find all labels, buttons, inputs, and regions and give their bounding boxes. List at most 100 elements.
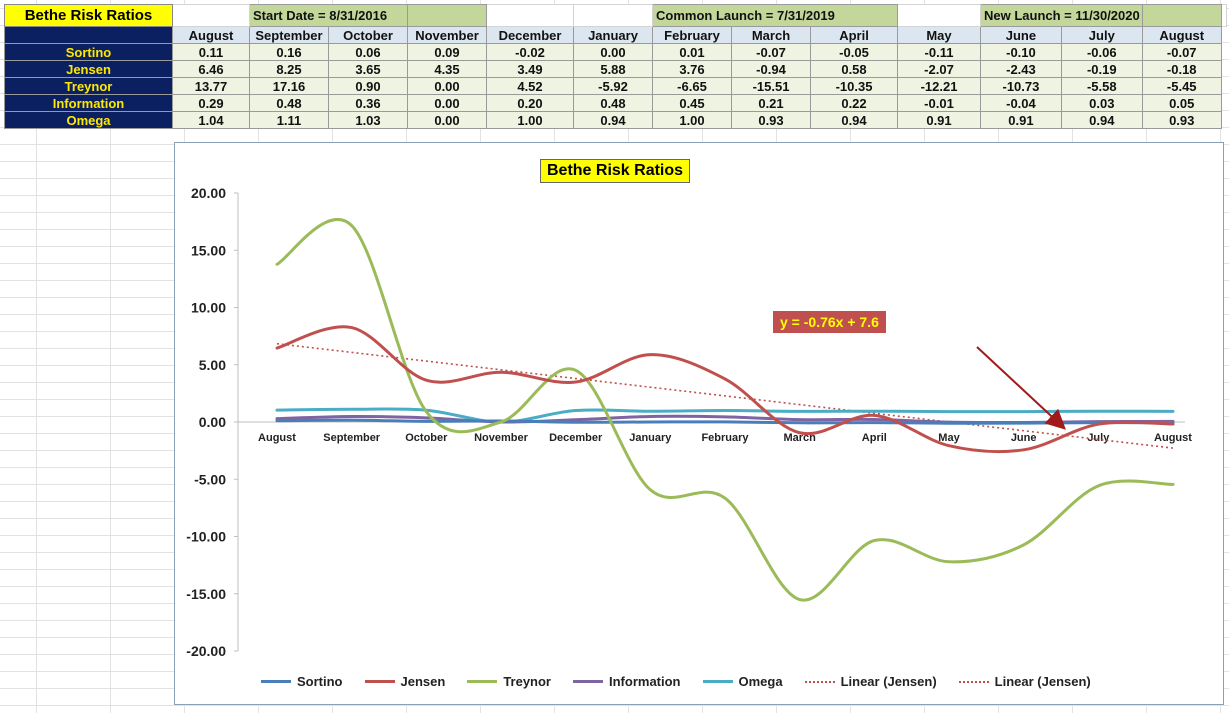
value-cell[interactable]: 0.05 [1141,94,1222,112]
common-launch-cell[interactable]: Common Launch = 7/31/2019 [652,4,898,27]
value-cell[interactable]: -5.45 [1141,77,1222,95]
value-cell[interactable]: 3.65 [328,60,408,78]
legend-item[interactable]: Omega [702,674,783,689]
value-cell[interactable]: -10.73 [980,77,1062,95]
value-cell[interactable]: -15.51 [731,77,811,95]
value-cell[interactable]: -5.92 [573,77,653,95]
value-cell[interactable]: 1.11 [249,111,329,129]
sheet-title[interactable]: Bethe Risk Ratios [4,4,173,27]
value-cell[interactable]: 0.48 [573,94,653,112]
legend-item[interactable]: Information [573,674,681,689]
legend-item[interactable]: Jensen [364,674,445,689]
blank-cell[interactable] [573,4,653,27]
value-cell[interactable]: -0.06 [1060,43,1143,61]
legend-item[interactable]: Treynor [467,674,551,689]
blank-cell[interactable] [486,4,574,27]
value-cell[interactable]: 0.09 [407,43,487,61]
value-cell[interactable]: 0.00 [407,94,487,112]
month-header-9[interactable]: May [897,26,981,44]
month-header-0[interactable]: August [172,26,250,44]
month-header-5[interactable]: January [573,26,653,44]
blank-cell[interactable] [1220,4,1227,27]
value-cell[interactable]: -0.11 [897,43,981,61]
value-cell[interactable]: -10.35 [810,77,898,95]
value-cell[interactable]: 0.36 [328,94,408,112]
value-cell[interactable]: -2.07 [897,60,981,78]
month-header-10[interactable]: June [980,26,1062,44]
row-label-jensen[interactable]: Jensen [4,60,173,78]
value-cell[interactable]: 0.00 [573,43,653,61]
month-header-8[interactable]: April [810,26,898,44]
value-cell[interactable]: 0.58 [810,60,898,78]
value-cell[interactable]: -0.07 [1141,43,1222,61]
value-cell[interactable]: -0.18 [1141,60,1222,78]
value-cell[interactable]: 0.00 [407,77,487,95]
value-cell[interactable]: 0.21 [731,94,811,112]
value-cell[interactable]: 0.93 [1141,111,1222,129]
value-cell[interactable]: 5.88 [573,60,653,78]
value-cell[interactable]: 0.91 [980,111,1062,129]
month-header-11[interactable]: July [1060,26,1143,44]
value-cell[interactable]: 1.03 [328,111,408,129]
value-cell[interactable]: 4.35 [407,60,487,78]
value-cell[interactable]: 0.01 [652,43,732,61]
blank-cell[interactable] [897,4,981,27]
value-cell[interactable]: 1.00 [486,111,574,129]
month-header-2[interactable]: October [328,26,408,44]
value-cell[interactable]: 8.25 [249,60,329,78]
legend-item[interactable]: Linear (Jensen) [804,674,937,689]
value-cell[interactable]: -0.10 [980,43,1062,61]
value-cell[interactable]: -6.65 [652,77,732,95]
month-header-1[interactable]: September [249,26,329,44]
value-cell[interactable]: 0.20 [486,94,574,112]
row-label-sortino[interactable]: Sortino [4,43,173,61]
value-cell[interactable]: -0.07 [731,43,811,61]
value-cell[interactable]: 0.03 [1060,94,1143,112]
value-cell[interactable]: -0.19 [1060,60,1143,78]
month-header-7[interactable]: March [731,26,811,44]
month-header-3[interactable]: November [407,26,487,44]
value-cell[interactable]: 4.52 [486,77,574,95]
value-cell[interactable]: -0.05 [810,43,898,61]
value-cell[interactable]: -2.43 [980,60,1062,78]
value-cell[interactable]: 0.48 [249,94,329,112]
value-cell[interactable]: -0.94 [731,60,811,78]
month-header-6[interactable]: February [652,26,732,44]
value-cell[interactable]: 0.00 [407,111,487,129]
value-cell[interactable]: 1.04 [172,111,250,129]
value-cell[interactable]: 13.77 [172,77,250,95]
value-cell[interactable]: 0.22 [810,94,898,112]
start-date-cell[interactable]: Start Date = 8/31/2016 [249,4,408,27]
corner-cell[interactable] [4,26,173,44]
legend-item[interactable]: Linear (Jensen) [958,674,1091,689]
month-header-4[interactable]: December [486,26,574,44]
row-label-omega[interactable]: Omega [4,111,173,129]
legend-item[interactable]: Sortino [261,674,343,689]
value-cell[interactable]: 0.06 [328,43,408,61]
start-date-fill-cell[interactable] [407,4,487,27]
value-cell[interactable]: 0.91 [897,111,981,129]
value-cell[interactable]: -0.01 [897,94,981,112]
value-cell[interactable]: 3.76 [652,60,732,78]
month-header-12[interactable]: August [1141,26,1222,44]
value-cell[interactable]: -0.04 [980,94,1062,112]
value-cell[interactable]: 0.94 [573,111,653,129]
row-label-information[interactable]: Information [4,94,173,112]
value-cell[interactable]: 3.49 [486,60,574,78]
value-cell[interactable]: 17.16 [249,77,329,95]
value-cell[interactable]: 0.11 [172,43,250,61]
new-launch-fill-cell[interactable] [1141,4,1222,27]
row-label-treynor[interactable]: Treynor [4,77,173,95]
chart-area[interactable]: 20.00 15.00 10.00 5.00 0.00 -5.00 -10.00 -15.00… [174,142,1224,705]
value-cell[interactable]: -12.21 [897,77,981,95]
value-cell[interactable]: -0.02 [486,43,574,61]
blank-cell[interactable] [172,4,250,27]
value-cell[interactable]: -5.58 [1060,77,1143,95]
value-cell[interactable]: 0.94 [810,111,898,129]
value-cell[interactable]: 6.46 [172,60,250,78]
value-cell[interactable]: 0.93 [731,111,811,129]
value-cell[interactable]: 0.16 [249,43,329,61]
value-cell[interactable]: 0.45 [652,94,732,112]
new-launch-cell[interactable]: New Launch = 11/30/2020 [980,4,1143,27]
value-cell[interactable]: 0.29 [172,94,250,112]
